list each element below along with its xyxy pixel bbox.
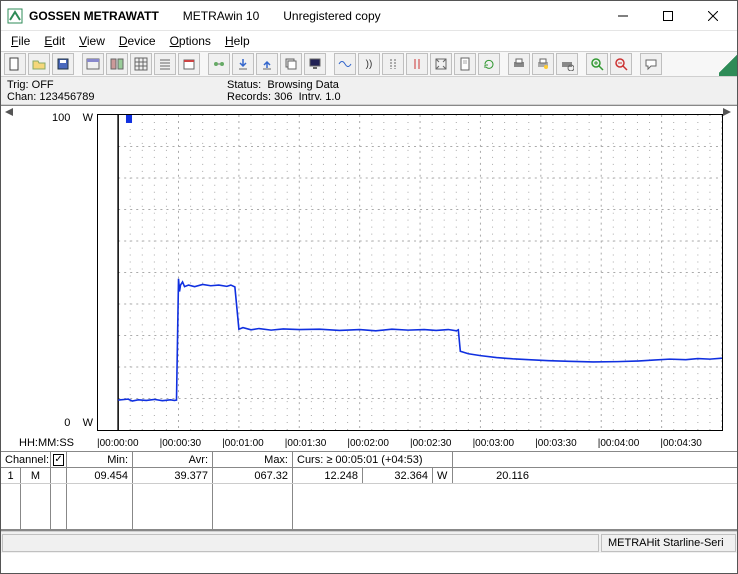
y-unit-top: W — [83, 112, 93, 124]
trig-label: Trig: — [7, 79, 29, 91]
status-right: METRAHit Starline-Seri — [601, 534, 736, 552]
th-avr: Avr: — [133, 452, 213, 467]
td-idx: 1 — [1, 468, 21, 483]
tb-zoomout-icon[interactable] — [610, 53, 632, 75]
th-curs: Curs: ≥ 00:05:01 (+04:53) — [293, 452, 453, 467]
app-icon — [7, 8, 23, 24]
tb-stack-icon[interactable] — [280, 53, 302, 75]
tb-download-icon[interactable] — [232, 53, 254, 75]
x-tick: |00:02:30 — [410, 438, 473, 449]
titlebar: GOSSEN METRAWATT METRAwin 10 Unregistere… — [1, 1, 737, 31]
menu-view[interactable]: View — [73, 32, 111, 50]
toolbar-grip-icon — [719, 52, 737, 76]
trig-value: OFF — [32, 79, 54, 91]
status-value: Browsing Data — [267, 79, 339, 91]
x-tick: |00:01:00 — [222, 438, 285, 449]
chart-area: 100 W 0 W HH:MM:SS |00:00:00|00:00:30|00… — [1, 105, 737, 451]
tb-mode2-icon[interactable] — [106, 53, 128, 75]
info-bar: Trig: OFF Chan: 123456789 Status: Browsi… — [1, 77, 737, 105]
records-label: Records: — [227, 91, 271, 103]
tb-signal-icon[interactable]: )) — [358, 53, 380, 75]
scroll-right-icon[interactable] — [723, 108, 733, 116]
status-left — [2, 534, 599, 552]
x-tick: |00:04:00 — [598, 438, 661, 449]
status-label: Status: — [227, 79, 261, 91]
x-tick: |00:04:30 — [660, 438, 723, 449]
maximize-button[interactable] — [645, 2, 690, 30]
y-axis: 100 W 0 W — [1, 106, 97, 451]
x-tick: |00:00:30 — [160, 438, 223, 449]
td-unit: W — [433, 468, 453, 483]
title-brand: GOSSEN METRAWATT — [29, 9, 159, 23]
y-unit-bot: W — [83, 417, 93, 429]
tb-cal-icon[interactable] — [178, 53, 200, 75]
close-button[interactable] — [690, 2, 735, 30]
tb-refresh-icon[interactable] — [478, 53, 500, 75]
td-c2: 32.364 — [363, 468, 433, 483]
data-table: Channel: ✓ Min: Avr: Max: Curs: ≥ 00:05:… — [1, 451, 737, 531]
tb-new-icon[interactable] — [4, 53, 26, 75]
td-c3: 20.116 — [453, 468, 533, 483]
menu-help[interactable]: Help — [219, 32, 256, 50]
table-body-space — [1, 484, 737, 530]
tb-cursor2-icon[interactable] — [406, 53, 428, 75]
td-min: 09.454 — [67, 468, 133, 483]
tb-print2-icon[interactable] — [532, 53, 554, 75]
tb-comment-icon[interactable] — [640, 53, 662, 75]
chan-label: Chan: — [7, 91, 36, 103]
th-rest — [453, 452, 737, 467]
plot[interactable] — [97, 114, 723, 431]
td-mark: M — [21, 468, 51, 483]
tb-mode1-icon[interactable] — [82, 53, 104, 75]
td-gap — [51, 468, 67, 483]
tb-wave-icon[interactable] — [334, 53, 356, 75]
tb-grid-icon[interactable] — [130, 53, 152, 75]
intrv-value: 1.0 — [325, 91, 340, 103]
intrv-label: Intrv. — [299, 91, 323, 103]
tb-connect-icon[interactable] — [208, 53, 230, 75]
x-tick: |00:00:00 — [97, 438, 160, 449]
status-bar: METRAHit Starline-Seri — [1, 531, 737, 553]
th-channel: Channel: — [1, 452, 51, 467]
x-axis-title: HH:MM:SS — [19, 437, 74, 449]
menubar: File Edit View Device Options Help — [1, 31, 737, 51]
th-min: Min: — [67, 452, 133, 467]
x-tick: |00:02:00 — [347, 438, 410, 449]
th-max: Max: — [213, 452, 293, 467]
x-axis-labels: |00:00:00|00:00:30|00:01:00|00:01:30|00:… — [97, 438, 723, 449]
td-max: 067.32 — [213, 468, 293, 483]
tb-printset-icon[interactable] — [556, 53, 578, 75]
x-tick: |00:03:30 — [535, 438, 598, 449]
td-c1: 12.248 — [293, 468, 363, 483]
menu-device[interactable]: Device — [113, 32, 162, 50]
minimize-button[interactable] — [600, 2, 645, 30]
tb-upload-icon[interactable] — [256, 53, 278, 75]
menu-options[interactable]: Options — [164, 32, 217, 50]
menu-edit[interactable]: Edit — [38, 32, 71, 50]
tb-zoomin-icon[interactable] — [586, 53, 608, 75]
menu-file[interactable]: File — [5, 32, 36, 50]
toolbar: )) — [1, 51, 737, 77]
table-row[interactable]: 1 M 09.454 39.377 067.32 12.248 32.364 W… — [1, 468, 737, 484]
tb-open-icon[interactable] — [28, 53, 50, 75]
chan-value: 123456789 — [39, 91, 94, 103]
records-value: 306 — [274, 91, 292, 103]
table-header: Channel: ✓ Min: Avr: Max: Curs: ≥ 00:05:… — [1, 452, 737, 468]
y-min: 0 — [64, 417, 70, 429]
tb-monitor-icon[interactable] — [304, 53, 326, 75]
tb-save-icon[interactable] — [52, 53, 74, 75]
tb-print1-icon[interactable] — [508, 53, 530, 75]
tb-list-icon[interactable] — [154, 53, 176, 75]
tb-page-icon[interactable] — [454, 53, 476, 75]
th-checkbox[interactable]: ✓ — [51, 452, 67, 467]
title-app: METRAwin 10 — [183, 9, 259, 23]
tb-cursor1-icon[interactable] — [382, 53, 404, 75]
y-max: 100 — [52, 112, 70, 124]
x-tick: |00:01:30 — [285, 438, 348, 449]
tb-fit-icon[interactable] — [430, 53, 452, 75]
td-avr: 39.377 — [133, 468, 213, 483]
x-tick: |00:03:00 — [473, 438, 536, 449]
title-registration: Unregistered copy — [283, 9, 380, 23]
